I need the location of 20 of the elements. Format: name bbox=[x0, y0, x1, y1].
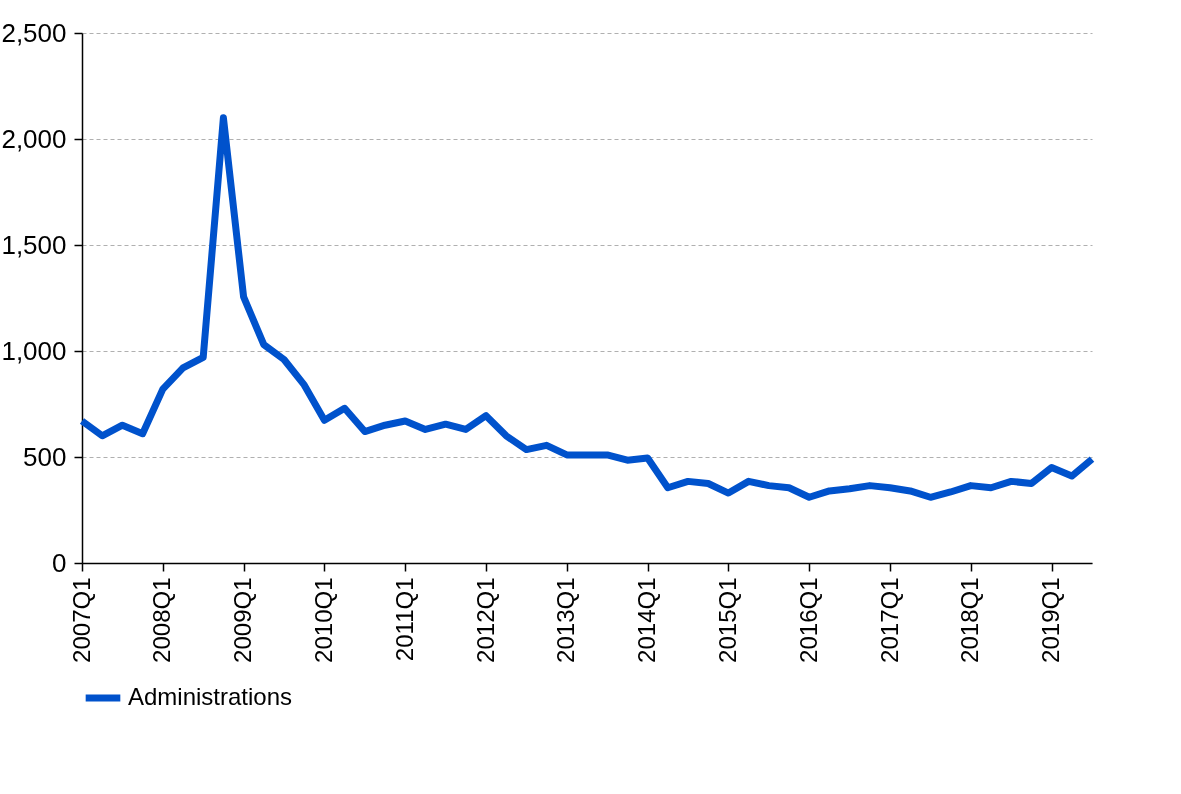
x-tick-label: 2012Q1 bbox=[471, 577, 499, 663]
legend-label: Administrations bbox=[128, 683, 293, 710]
x-tick-label: 2019Q1 bbox=[1037, 577, 1065, 663]
x-tick-label: 2011Q1 bbox=[390, 577, 418, 662]
y-tick-label: 1,000 bbox=[1, 335, 67, 366]
x-tick-label: 2013Q1 bbox=[552, 577, 580, 663]
x-tick-label: 2007Q1 bbox=[67, 577, 95, 663]
y-tick-label: 500 bbox=[23, 441, 67, 472]
y-tick-label: 2,500 bbox=[1, 17, 67, 48]
y-tick-label: 0 bbox=[52, 547, 67, 578]
x-tick-label: 2018Q1 bbox=[956, 577, 984, 663]
x-tick-label: 2015Q1 bbox=[713, 577, 741, 663]
x-tick-label: 2017Q1 bbox=[875, 577, 903, 663]
x-tick-label: 2016Q1 bbox=[794, 577, 822, 663]
y-tick-label: 2,000 bbox=[1, 123, 67, 154]
x-tick-label: 2014Q1 bbox=[633, 577, 661, 663]
x-tick-label: 2009Q1 bbox=[229, 577, 257, 663]
y-tick-label: 1,500 bbox=[1, 229, 67, 260]
x-tick-label: 2008Q1 bbox=[148, 577, 176, 663]
x-tick-label: 2010Q1 bbox=[309, 577, 337, 663]
